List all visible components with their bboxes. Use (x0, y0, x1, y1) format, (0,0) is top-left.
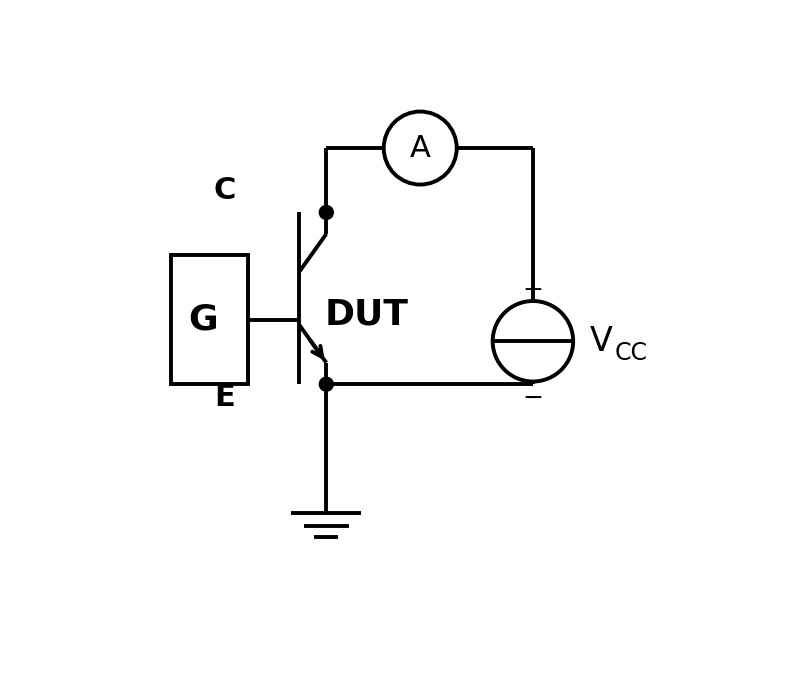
Text: G: G (188, 302, 217, 337)
Text: E: E (214, 383, 235, 412)
Text: C: C (213, 176, 236, 206)
Text: −: − (523, 385, 543, 410)
Text: A: A (410, 134, 431, 162)
Text: CC: CC (615, 341, 648, 365)
Circle shape (320, 377, 333, 391)
Circle shape (320, 206, 333, 220)
Text: DUT: DUT (324, 298, 408, 331)
Text: +: + (523, 278, 543, 302)
Bar (171, 255, 248, 384)
Text: V: V (590, 325, 612, 358)
